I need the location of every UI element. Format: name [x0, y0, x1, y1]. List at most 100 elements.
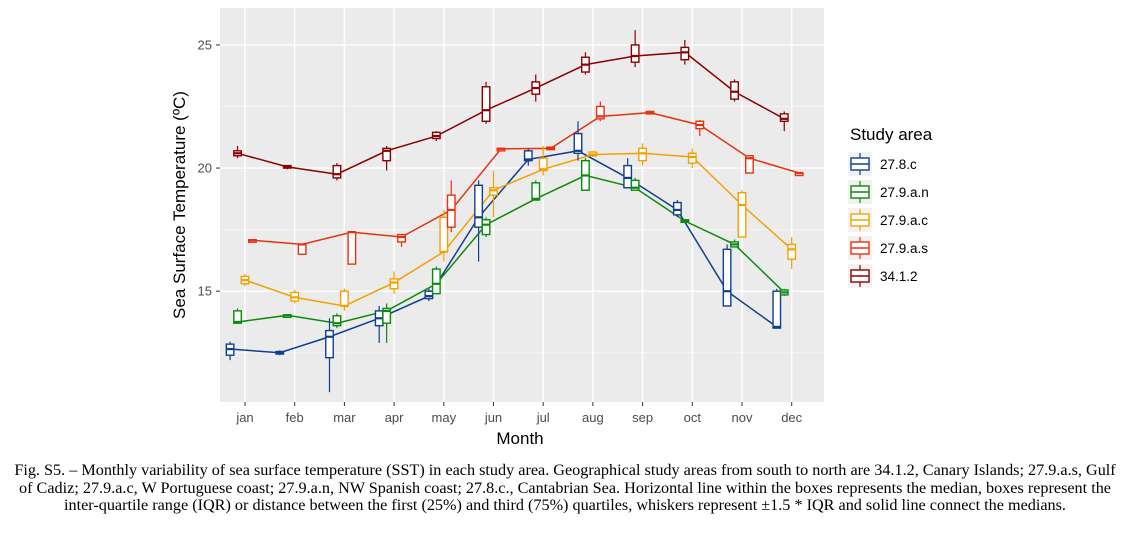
- iqr-box: [389, 278, 399, 290]
- box-27.9.a.c-mar: [339, 288, 349, 311]
- iqr-box: [446, 194, 456, 228]
- y-tick-label: 20: [198, 161, 212, 176]
- box-27.8.c-jan: [225, 341, 235, 361]
- x-tick-label: apr: [385, 410, 404, 425]
- iqr-box: [233, 310, 242, 324]
- sst-boxplot-chart: 15 20 25 jan feb mar apr may jun jul aug sep oct nov…: [170, 8, 933, 448]
- plot-panel: [220, 8, 824, 402]
- iqr-box: [382, 147, 392, 162]
- legend-item-27.8.c: 27.8.c: [848, 152, 917, 176]
- iqr-box: [630, 44, 640, 63]
- box-27.9.a.c-apr: [389, 271, 399, 294]
- legend-label: 34.1.2: [880, 269, 918, 284]
- iqr-box: [779, 113, 789, 122]
- box-27.8.c-oct: [672, 200, 682, 218]
- box-27.9.a.s-feb: [297, 243, 307, 255]
- iqr-box: [431, 268, 441, 295]
- box-27.9.a.n-jan: [233, 308, 242, 324]
- x-tick-label: sep: [632, 410, 653, 425]
- iqr-box: [339, 290, 349, 307]
- iqr-box: [680, 46, 690, 61]
- iqr-box: [638, 147, 648, 162]
- box-34.1.2-feb: [282, 164, 292, 170]
- legend-item-34.1.2: 34.1.2: [848, 264, 918, 288]
- box-27.9.a.c-nov: [737, 190, 747, 238]
- iqr-box: [347, 231, 357, 265]
- iqr-box: [397, 233, 407, 243]
- box-27.9.a.n-sep: [630, 177, 640, 191]
- iqr-box: [722, 248, 732, 307]
- iqr-box: [382, 307, 392, 324]
- median-line-34.1.2: [237, 51, 785, 175]
- box-27.9.a.s-apr: [397, 233, 407, 247]
- box-27.9.a.c-jul: [538, 145, 548, 176]
- x-axis: jan feb mar apr may jun jul aug sep oct nov dec: [235, 402, 803, 425]
- iqr-box: [737, 191, 747, 238]
- y-tick-label: 15: [198, 284, 212, 299]
- box-34.1.2-apr: [382, 145, 392, 171]
- box-27.9.a.s-mar: [347, 230, 357, 265]
- iqr-box: [745, 155, 754, 174]
- iqr-box: [623, 164, 633, 189]
- iqr-box: [489, 187, 498, 196]
- box-34.1.2-dec: [779, 111, 789, 132]
- box-27.8.c-mar: [325, 318, 334, 393]
- iqr-box: [439, 216, 449, 253]
- box-27.8.c-jul: [523, 148, 533, 166]
- iqr-box: [573, 132, 583, 154]
- box-27.9.a.c-jun: [489, 170, 498, 218]
- iqr-box: [787, 243, 797, 260]
- box-27.9.a.c-dec: [787, 237, 797, 270]
- x-tick-label: feb: [286, 410, 304, 425]
- box-27.9.a.s-sep: [645, 110, 655, 115]
- legend-label: 27.9.a.s: [880, 241, 928, 256]
- box-34.1.2-jul: [531, 74, 541, 102]
- median-line-27.9.a.n: [237, 174, 785, 324]
- x-tick-label: may: [432, 410, 457, 425]
- median-line-27.8.c: [230, 150, 778, 354]
- iqr-box: [730, 81, 739, 100]
- box-27.9.a.s-jun: [496, 147, 506, 152]
- box-27.8.c-aug: [573, 121, 583, 161]
- box-34.1.2-oct: [680, 40, 690, 65]
- iqr-box: [538, 157, 548, 172]
- box-27.9.a.s-jul: [546, 146, 556, 151]
- figure-caption: Fig. S5. – Monthly variability of sea su…: [14, 461, 1116, 515]
- x-tick-label: dec: [781, 410, 802, 425]
- box-27.9.a.n-dec: [779, 288, 789, 297]
- box-27.9.a.n-may: [431, 266, 441, 295]
- box-34.1.2-jun: [481, 81, 491, 124]
- legend: Study area 27.8.c 27.9.a.n 27.9.a.c 27.9.a.…: [848, 125, 933, 288]
- x-tick-label: jun: [484, 410, 502, 425]
- box-27.9.a.s-may: [446, 180, 456, 233]
- box-27.9.a.c-aug: [588, 150, 598, 157]
- x-tick-label: aug: [582, 410, 604, 425]
- box-27.9.a.n-feb: [282, 314, 292, 319]
- y-axis: 15 20 25: [198, 37, 220, 299]
- median-line-27.9.a.s: [252, 111, 800, 246]
- box-27.9.a.s-dec: [794, 171, 804, 177]
- box-27.9.a.s-oct: [695, 120, 705, 137]
- box-34.1.2-may: [431, 131, 441, 141]
- iqr-box: [687, 152, 697, 164]
- median-lines: [230, 51, 800, 354]
- iqr-box: [523, 150, 533, 162]
- iqr-box: [481, 219, 491, 236]
- x-tick-label: jan: [235, 410, 253, 425]
- box-27.8.c-dec: [772, 288, 782, 329]
- box-27.9.a.n-aug: [580, 158, 590, 191]
- x-tick-label: mar: [333, 410, 356, 425]
- y-tick-label: 25: [198, 37, 212, 52]
- box-27.9.a.n-jul: [531, 180, 541, 201]
- box-34.1.2-aug: [580, 52, 590, 75]
- iqr-box: [481, 86, 491, 122]
- legend-item-27.9.a.s: 27.9.a.s: [848, 236, 928, 260]
- legend-item-27.9.a.c: 27.9.a.c: [848, 208, 928, 232]
- iqr-box: [424, 290, 434, 300]
- box-27.9.a.n-oct: [680, 219, 690, 223]
- iqr-box: [772, 290, 782, 329]
- iqr-box: [332, 315, 342, 327]
- box-27.8.c-may: [424, 288, 434, 302]
- legend-label: 27.8.c: [880, 157, 917, 172]
- x-tick-label: jul: [536, 410, 550, 425]
